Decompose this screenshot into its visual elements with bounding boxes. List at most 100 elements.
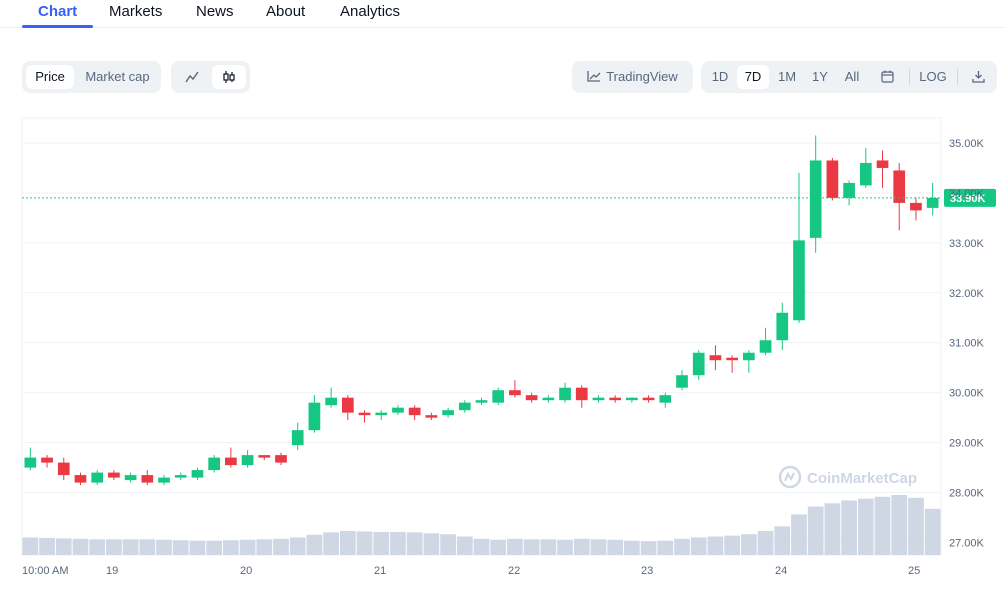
candle	[642, 395, 655, 403]
line-chart-button[interactable]	[175, 65, 209, 89]
candle	[458, 400, 471, 413]
candle-body	[275, 455, 287, 463]
volume-bar	[674, 538, 690, 555]
candle-body	[843, 182, 855, 198]
candle	[124, 472, 137, 483]
price-marketcap-toggle: Price Market cap	[22, 61, 161, 93]
candle	[659, 392, 672, 408]
candle	[392, 405, 404, 416]
candle	[91, 470, 104, 486]
candle-body	[291, 430, 304, 446]
volume-bar	[707, 536, 724, 555]
candle-body	[642, 397, 655, 401]
candle	[709, 345, 722, 371]
y-axis: 35.00K 34.00K 33.00K 32.00K 31.00K 30.00K 29.0…	[949, 138, 985, 550]
y-tick-label: 33.00K	[949, 238, 985, 250]
candle	[57, 457, 70, 481]
volume-bar	[841, 500, 857, 555]
x-axis: 10:00 AM 19 20 21 22 23 24 25	[22, 565, 920, 577]
volume-bar	[106, 539, 122, 555]
candle	[926, 182, 939, 216]
candle	[74, 472, 87, 486]
volume-bar	[122, 539, 139, 555]
candle-body	[492, 390, 505, 403]
candle	[542, 395, 555, 403]
candle-body	[759, 340, 772, 353]
candle-body	[793, 240, 805, 321]
volume-bar	[172, 540, 189, 555]
candle	[793, 172, 805, 323]
calendar-icon	[880, 70, 894, 83]
coinmarketcap-watermark: CoinMarketCap	[778, 465, 917, 489]
x-tick-label: 23	[641, 565, 653, 577]
candle	[308, 395, 321, 433]
candle	[509, 380, 521, 398]
line-chart-icon	[185, 71, 199, 83]
candle-body	[592, 397, 605, 401]
candle-body	[575, 387, 588, 401]
candle	[408, 405, 421, 421]
volume-bar	[356, 531, 373, 555]
candle	[341, 395, 354, 421]
candle	[174, 472, 187, 481]
candlestick-button[interactable]	[212, 65, 246, 89]
x-tick-label: 10:00 AM	[22, 565, 68, 577]
range-1d-button[interactable]: 1D	[711, 69, 729, 84]
candle-body	[141, 475, 154, 483]
candle	[876, 150, 889, 188]
x-tick-label: 19	[106, 565, 118, 577]
range-7d-button[interactable]: 7D	[737, 65, 769, 89]
download-button[interactable]	[964, 65, 992, 89]
tab-analytics[interactable]: Analytics	[340, 3, 401, 20]
x-tick-label: 25	[908, 565, 920, 577]
tab-chart[interactable]: Chart	[38, 3, 78, 20]
price-button[interactable]: Price	[26, 65, 74, 89]
coinmarketcap-logo-mark	[784, 471, 795, 482]
candle-body	[41, 457, 53, 463]
candle-body	[458, 402, 471, 411]
candle	[24, 447, 37, 471]
candle	[141, 470, 154, 486]
download-icon	[971, 71, 985, 83]
candle	[108, 470, 120, 481]
price-chart[interactable]: CoinMarketCap 33.90K 35.00K34.00K33.00K3…	[0, 100, 1005, 595]
candle-body	[826, 160, 839, 198]
candle-body	[876, 160, 889, 168]
volume-bar	[507, 538, 523, 555]
candle-body	[308, 402, 321, 431]
volume-bar	[824, 503, 841, 555]
volume-bar	[791, 514, 807, 555]
log-scale-button[interactable]: LOG	[919, 69, 947, 84]
market-cap-button[interactable]: Market cap	[85, 69, 150, 84]
volume-bar	[774, 526, 791, 555]
candle	[893, 162, 906, 231]
range-1y-button[interactable]: 1Y	[812, 69, 828, 84]
tab-news[interactable]: News	[196, 3, 234, 20]
candle-body	[626, 397, 638, 401]
candle	[692, 350, 705, 381]
candle-body	[24, 457, 37, 468]
y-tick-label: 27.00K	[949, 538, 985, 550]
volume-bar	[473, 538, 490, 555]
volume-bar	[323, 532, 339, 555]
volume-bar	[590, 539, 607, 555]
candle-body	[859, 162, 872, 186]
x-tick-label: 22	[508, 565, 520, 577]
calendar-button[interactable]	[872, 65, 902, 89]
candle-body	[442, 410, 454, 416]
candle-body	[709, 355, 722, 361]
volume-bar	[924, 508, 941, 555]
range-1m-button[interactable]: 1M	[777, 69, 797, 84]
volume-bar	[306, 534, 323, 555]
candle	[809, 135, 822, 253]
tab-markets[interactable]: Markets	[109, 3, 163, 20]
range-all-button[interactable]: All	[844, 69, 860, 84]
tradingview-button[interactable]: TradingView	[576, 65, 689, 89]
chart-grid	[21, 117, 942, 556]
tab-about[interactable]: About	[266, 3, 306, 20]
toolbar-separator	[957, 69, 958, 85]
active-tab-underline	[22, 25, 93, 28]
x-tick-label: 20	[240, 565, 252, 577]
volume-bar	[523, 539, 540, 555]
candle-body	[742, 352, 755, 361]
